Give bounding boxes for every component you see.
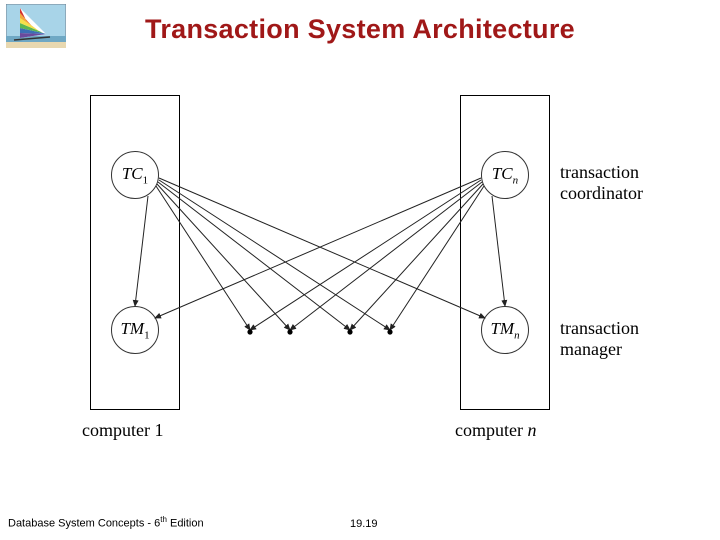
diagram-edge [159, 180, 390, 330]
node-tcn-label: TCn [492, 164, 518, 186]
node-tc1-label: TC1 [122, 164, 148, 186]
label-transaction-coordinator: transactioncoordinator [560, 162, 643, 204]
page-title: Transaction System Architecture [0, 14, 720, 45]
diagram-edge [159, 178, 485, 318]
node-tmn: TMn [481, 306, 529, 354]
computer-n-box [460, 95, 550, 410]
ellipsis-dot [347, 329, 352, 334]
slide: Transaction System Architecture TC1 TM1 … [0, 0, 720, 540]
diagram-edge [158, 182, 350, 330]
node-tmn-label: TMn [490, 319, 519, 341]
computer-1-box [90, 95, 180, 410]
label-computer-n: computer n [455, 420, 536, 441]
label-transaction-manager: transactionmanager [560, 318, 639, 360]
ellipsis-dot [247, 329, 252, 334]
ellipsis-dot [287, 329, 292, 334]
diagram: TC1 TM1 TCn TMn computer 1 computer n tr… [60, 80, 660, 450]
diagram-edge [155, 178, 481, 318]
label-computer-1: computer 1 [82, 420, 163, 441]
footer-left: Database System Concepts - 6th Edition [8, 515, 204, 530]
diagram-edge [250, 180, 481, 330]
diagram-edge [290, 182, 482, 330]
node-tc1: TC1 [111, 151, 159, 199]
node-tcn: TCn [481, 151, 529, 199]
footer-page-number: 19.19 [350, 518, 378, 530]
node-tm1-label: TM1 [120, 319, 149, 341]
ellipsis-dot [387, 329, 392, 334]
node-tm1: TM1 [111, 306, 159, 354]
